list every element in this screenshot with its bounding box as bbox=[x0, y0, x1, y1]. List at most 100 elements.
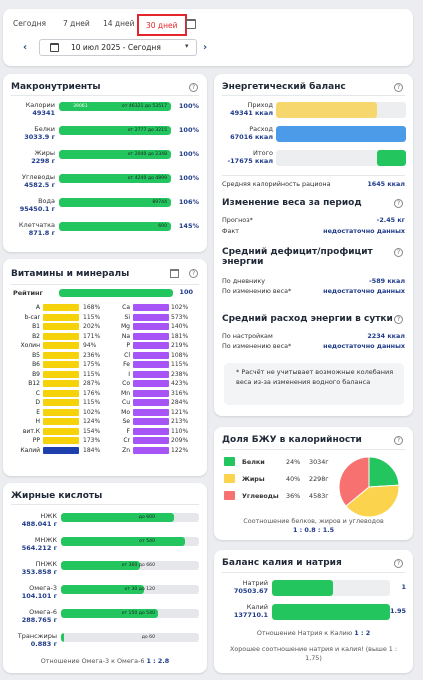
legend-swatch bbox=[224, 474, 235, 483]
help-icon[interactable]: ? bbox=[394, 199, 403, 208]
vitamin-percent: 171% bbox=[83, 332, 101, 340]
help-icon[interactable]: ? bbox=[189, 269, 198, 278]
mineral-bar bbox=[133, 342, 169, 349]
divider bbox=[222, 95, 405, 96]
expense-title: Средний расход энергии в сутки bbox=[222, 314, 393, 324]
weight-change2-label: По изменению веса* bbox=[222, 342, 292, 350]
help-icon[interactable]: ? bbox=[394, 559, 403, 568]
kna-ratio: 1 bbox=[401, 583, 406, 591]
tab-30-days[interactable]: 30 дней bbox=[137, 14, 187, 36]
tab-7-days[interactable]: 7 дней bbox=[63, 19, 90, 28]
pie-slice bbox=[345, 484, 400, 518]
weight-change-value: недостаточно данных bbox=[323, 287, 405, 295]
vitamin-percent: 115% bbox=[83, 399, 101, 406]
macro-name: Жиры bbox=[34, 149, 55, 157]
macro-percent: 145% bbox=[178, 222, 199, 230]
energy-balance-card: Энергетический баланс ? Приход 49341 ккал… bbox=[214, 74, 413, 416]
chevron-right-icon[interactable]: › bbox=[203, 42, 208, 53]
help-icon[interactable]: ? bbox=[394, 315, 403, 324]
bju-card: Доля БЖУ в калорийности ? Белки 24% 3034г Ж… bbox=[214, 427, 413, 540]
fatty-bar: от 540 bbox=[61, 537, 199, 546]
vitamin-bar bbox=[43, 399, 79, 406]
fatty-value: 288.765 г bbox=[21, 616, 57, 624]
macro-name: Белки bbox=[34, 125, 55, 133]
macro-value: 3033.9 г bbox=[24, 133, 55, 141]
energy-name: Расход bbox=[249, 125, 273, 133]
macro-percent: 100% bbox=[178, 126, 199, 134]
mineral-name: Ca bbox=[122, 304, 130, 311]
settings-value: 2234 ккал bbox=[367, 332, 405, 340]
macro-bar: 39061 от 46321 до 53517 bbox=[59, 102, 171, 111]
bju-name: Белки bbox=[242, 458, 265, 466]
mineral-name: Mg bbox=[121, 323, 130, 330]
macro-bar-range: от 4240 до 4899 bbox=[127, 176, 167, 181]
energy-value: 49341 ккал bbox=[230, 109, 273, 117]
forecast-label: Прогноз* bbox=[222, 216, 253, 224]
kna-ratio-line: Отношение Натрия к Калию 1 : 2 bbox=[214, 629, 413, 637]
vitamin-bar bbox=[43, 418, 79, 425]
macro-name: Вода bbox=[38, 197, 55, 205]
chevron-left-icon[interactable]: ‹ bbox=[23, 42, 28, 53]
mineral-name: Mo bbox=[121, 408, 130, 416]
mineral-percent: 108% bbox=[171, 351, 189, 359]
divider bbox=[222, 449, 405, 450]
weight-change-title: Изменение веса за период bbox=[222, 198, 362, 208]
mineral-bar bbox=[133, 389, 169, 397]
mineral-percent: 121% bbox=[171, 408, 189, 416]
avg-calorie-label: Средняя калорийность рациона bbox=[222, 180, 331, 188]
macro-name: Углеводы bbox=[22, 173, 55, 181]
vitamin-percent: 168% bbox=[83, 304, 101, 311]
mineral-bar bbox=[133, 446, 169, 454]
help-icon[interactable]: ? bbox=[189, 83, 198, 92]
fatty-acids-card: Жирные кислоты НЖК 488.041 г до 600 МНЖК 564… bbox=[3, 483, 207, 673]
macro-percent: 100% bbox=[178, 150, 199, 158]
help-icon[interactable]: ? bbox=[394, 248, 403, 257]
tab-14-days[interactable]: 14 дней bbox=[103, 19, 135, 28]
fact-label: Факт bbox=[222, 227, 240, 235]
macro-value: 4582.5 г bbox=[24, 181, 55, 189]
vitamin-bar bbox=[43, 427, 79, 435]
tab-today[interactable]: Сегодня bbox=[13, 19, 46, 28]
fatty-bar-range: от 360 до 660 bbox=[121, 563, 155, 568]
fatty-bar-fill bbox=[61, 561, 140, 570]
kna-ratio-value: 1 : 2 bbox=[354, 629, 371, 637]
fatty-bar-fill bbox=[61, 609, 158, 618]
mineral-bar bbox=[133, 427, 169, 435]
vitamin-percent: 94% bbox=[83, 342, 97, 349]
mineral-bar bbox=[133, 332, 169, 340]
mineral-percent: 284% bbox=[171, 399, 189, 406]
vitamin-name: B5 bbox=[32, 351, 40, 359]
vitamin-percent: 173% bbox=[83, 437, 101, 444]
forecast-value: -2.45 кг bbox=[376, 216, 405, 224]
macro-value: 871.8 г bbox=[28, 229, 55, 237]
vitamin-name: H bbox=[35, 418, 40, 425]
mineral-percent: 219% bbox=[171, 342, 189, 349]
mineral-percent: 102% bbox=[171, 304, 189, 311]
date-range-select[interactable]: 10 июл 2025 - Сегодня ▾ bbox=[39, 39, 197, 56]
fatty-bar-range: до 60 bbox=[141, 635, 155, 640]
omega-ratio-label: Отношение Омега-3 к Омега-6 bbox=[40, 657, 145, 665]
mineral-bar bbox=[133, 399, 169, 406]
bju-grams: 4583г bbox=[309, 492, 329, 500]
vitamin-name: Холин bbox=[20, 342, 40, 349]
mineral-bar bbox=[133, 313, 169, 321]
help-icon[interactable]: ? bbox=[394, 436, 403, 445]
divider bbox=[11, 504, 199, 505]
vitamin-bar bbox=[43, 332, 79, 340]
vitamin-name: B12 bbox=[28, 380, 40, 387]
calendar-icon[interactable] bbox=[186, 19, 196, 29]
mineral-bar bbox=[133, 323, 169, 330]
kna-ratio: 1.95 bbox=[390, 607, 407, 615]
macro-bar-fill bbox=[59, 198, 171, 207]
rating-bar bbox=[59, 289, 173, 297]
table-icon[interactable] bbox=[170, 269, 179, 278]
macro-bar: 600 bbox=[59, 222, 171, 231]
vitamins-card: Витамины и минералы ? Рейтинг 100 A 168% b… bbox=[3, 259, 207, 476]
mineral-name: Na bbox=[121, 332, 130, 340]
help-icon[interactable]: ? bbox=[394, 83, 403, 92]
vitamin-bar bbox=[43, 370, 79, 378]
mineral-bar bbox=[133, 437, 169, 444]
mineral-percent: 316% bbox=[171, 389, 189, 397]
macro-bar-fill bbox=[59, 174, 171, 183]
fatty-value: 0.883 г bbox=[30, 640, 57, 648]
